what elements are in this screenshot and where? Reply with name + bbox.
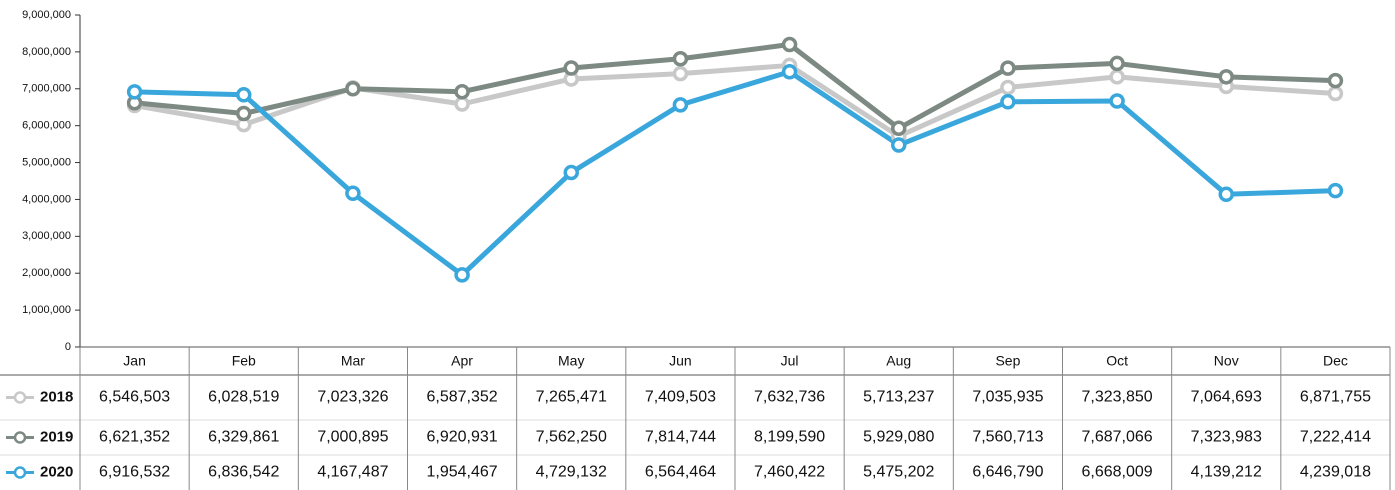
point bbox=[563, 164, 579, 181]
table-value: 7,265,471 bbox=[536, 389, 607, 406]
table-value: 5,713,237 bbox=[863, 389, 934, 406]
series-line bbox=[134, 42, 1336, 131]
y-tick-label: 7,000,000 bbox=[22, 83, 71, 95]
point bbox=[672, 97, 689, 113]
legend-label: 2018 bbox=[40, 388, 73, 405]
table-value: 6,621,352 bbox=[99, 429, 170, 446]
point bbox=[454, 96, 470, 112]
x-tick-label: Jan bbox=[123, 353, 146, 369]
table-value: 6,871,755 bbox=[1300, 389, 1371, 406]
point bbox=[454, 83, 470, 100]
point bbox=[126, 84, 143, 100]
point bbox=[236, 105, 252, 122]
point bbox=[672, 65, 689, 82]
table-value: 7,562,250 bbox=[536, 429, 607, 446]
table-value: 7,560,713 bbox=[972, 429, 1043, 446]
legend-marker bbox=[13, 391, 27, 404]
table-value: 7,632,736 bbox=[754, 389, 825, 406]
legend-marker bbox=[13, 431, 27, 444]
point bbox=[563, 60, 579, 76]
table-value: 7,323,983 bbox=[1191, 429, 1262, 446]
table-value: 6,646,790 bbox=[972, 464, 1043, 481]
legend-label: 2019 bbox=[40, 428, 73, 445]
point bbox=[1327, 72, 1344, 89]
series-line bbox=[134, 62, 1336, 139]
table-value: 5,929,080 bbox=[863, 429, 934, 446]
y-tick-label: 0 bbox=[65, 341, 71, 353]
x-tick-label: Jul bbox=[781, 353, 799, 369]
point bbox=[345, 80, 361, 97]
x-tick-label: May bbox=[558, 353, 584, 369]
table-value: 6,920,931 bbox=[426, 429, 497, 446]
table-value: 4,139,212 bbox=[1191, 464, 1262, 481]
point bbox=[1327, 85, 1344, 102]
table-value: 1,954,467 bbox=[426, 464, 497, 481]
x-tick-label: Aug bbox=[886, 353, 911, 369]
y-tick-label: 2,000,000 bbox=[22, 267, 71, 279]
table-value: 4,239,018 bbox=[1300, 464, 1371, 481]
point bbox=[454, 267, 470, 283]
point bbox=[1109, 93, 1125, 109]
y-tick-label: 8,000,000 bbox=[22, 46, 71, 58]
y-tick-label: 6,000,000 bbox=[22, 120, 71, 132]
x-tick-label: Apr bbox=[451, 353, 473, 369]
table-value: 7,064,693 bbox=[1191, 389, 1262, 406]
x-tick-label: Jun bbox=[669, 353, 692, 369]
table-value: 7,222,414 bbox=[1300, 429, 1371, 446]
point bbox=[891, 120, 907, 137]
y-tick-label: 5,000,000 bbox=[22, 156, 71, 168]
point bbox=[1327, 182, 1344, 199]
y-tick-label: 4,000,000 bbox=[22, 193, 71, 205]
x-tick-label: Nov bbox=[1214, 353, 1239, 369]
table-value: 6,836,542 bbox=[208, 464, 279, 481]
table-value: 8,199,590 bbox=[754, 429, 825, 446]
table-value: 6,564,464 bbox=[645, 464, 716, 481]
point bbox=[345, 185, 361, 202]
table-value: 6,028,519 bbox=[208, 389, 279, 406]
x-tick-label: Feb bbox=[232, 353, 256, 369]
point bbox=[781, 64, 798, 80]
point bbox=[1109, 69, 1125, 85]
y-tick-label: 9,000,000 bbox=[22, 9, 71, 21]
point bbox=[1109, 55, 1125, 72]
table-value: 6,329,861 bbox=[208, 429, 279, 446]
x-tick-label: Dec bbox=[1323, 353, 1348, 369]
y-tick-label: 3,000,000 bbox=[22, 230, 71, 242]
point bbox=[781, 36, 798, 53]
x-tick-label: Sep bbox=[995, 353, 1020, 369]
table-value: 7,000,895 bbox=[317, 429, 388, 446]
y-tick-label: 1,000,000 bbox=[22, 304, 71, 316]
legend-marker bbox=[13, 466, 27, 479]
table-value: 4,729,132 bbox=[536, 464, 607, 481]
table-value: 7,409,503 bbox=[645, 389, 716, 406]
table-value: 5,475,202 bbox=[863, 464, 934, 481]
table-value: 6,587,352 bbox=[426, 389, 497, 406]
table-value: 6,546,503 bbox=[99, 389, 170, 406]
point bbox=[1000, 79, 1016, 96]
x-tick-label: Mar bbox=[341, 353, 365, 369]
point bbox=[1218, 186, 1234, 203]
x-tick-label: Oct bbox=[1106, 353, 1128, 369]
table-value: 6,916,532 bbox=[99, 464, 170, 481]
table-value: 7,035,935 bbox=[972, 389, 1043, 406]
table-value: 7,460,422 bbox=[754, 464, 825, 481]
table-value: 7,023,326 bbox=[317, 389, 388, 406]
table-value: 7,814,744 bbox=[645, 429, 716, 446]
table-value: 6,668,009 bbox=[1081, 464, 1152, 481]
table-value: 7,323,850 bbox=[1081, 389, 1152, 406]
point bbox=[891, 137, 907, 153]
point bbox=[1000, 94, 1016, 110]
point bbox=[672, 50, 689, 67]
table-value: 7,687,066 bbox=[1081, 429, 1152, 446]
series-line bbox=[134, 69, 1336, 278]
point bbox=[236, 87, 252, 103]
point bbox=[1218, 69, 1234, 85]
point bbox=[1000, 60, 1016, 76]
legend-label: 2020 bbox=[40, 463, 73, 480]
table-value: 4,167,487 bbox=[317, 464, 388, 481]
